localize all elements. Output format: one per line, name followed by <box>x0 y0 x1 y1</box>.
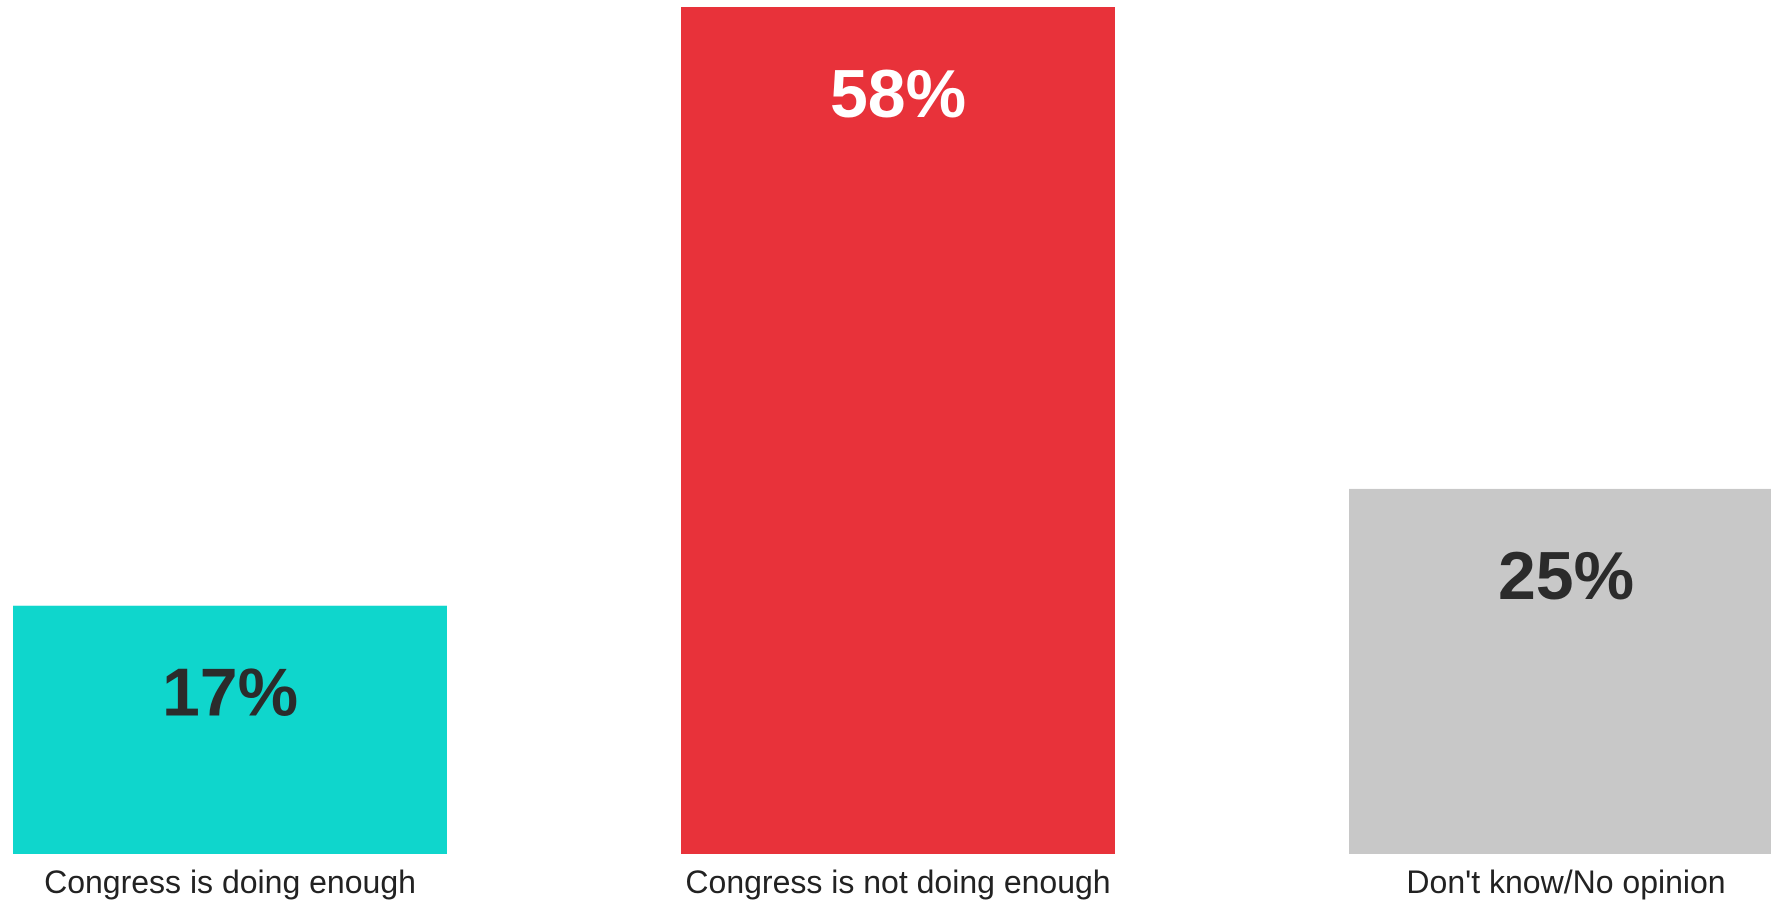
bar-congress-is-not-doing-enough <box>681 7 1115 854</box>
value-label-congress-is-doing-enough: 17% <box>162 655 298 731</box>
value-label-don-t-know-no-opinion: 25% <box>1498 538 1634 614</box>
bar-don-t-know-no-opinion <box>1349 488 1771 854</box>
value-labels-layer: 17% 58% 25% <box>162 56 1634 731</box>
category-labels-layer: Congress is doing enough Congress is not … <box>44 864 1726 900</box>
category-label-congress-is-not-doing-enough: Congress is not doing enough <box>685 864 1110 900</box>
bars-layer <box>13 7 1771 854</box>
value-label-congress-is-not-doing-enough: 58% <box>830 56 966 132</box>
category-label-congress-is-doing-enough: Congress is doing enough <box>44 864 416 900</box>
bar-congress-is-doing-enough <box>13 605 447 854</box>
category-label-don-t-know-no-opinion: Don't know/No opinion <box>1406 864 1725 900</box>
